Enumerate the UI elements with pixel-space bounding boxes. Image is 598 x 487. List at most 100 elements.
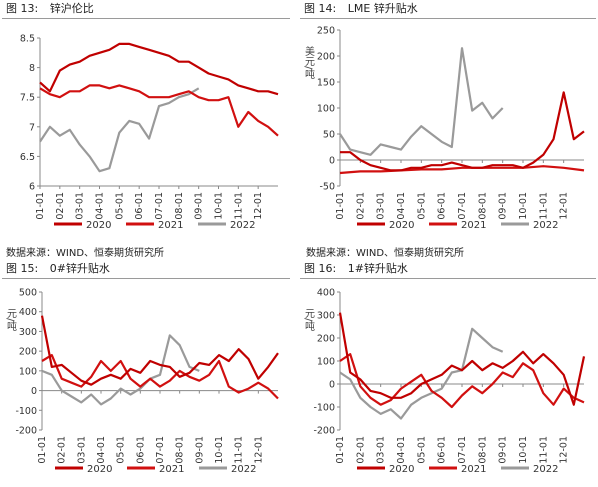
x-tick-label: 05-01 bbox=[116, 436, 127, 464]
x-tick-label: 11-01 bbox=[538, 436, 549, 464]
x-tick-label: 10-01 bbox=[214, 192, 225, 220]
x-tick-label: 12-01 bbox=[559, 192, 570, 220]
y-tick-label: 7.5 bbox=[20, 93, 35, 104]
x-tick-label: 10-01 bbox=[214, 436, 225, 464]
x-tick-label: 01-01 bbox=[335, 192, 346, 220]
x-tick-label: 04-01 bbox=[396, 436, 407, 464]
y-tick-label: -200 bbox=[313, 426, 335, 437]
x-tick-label: 03-01 bbox=[76, 436, 87, 464]
figure-title: 0#锌升贴水 bbox=[49, 262, 110, 275]
y-tick-label: 250 bbox=[317, 26, 335, 37]
chart-zinc0-premium: -200 -100 0 100 200 300 400 500 01-01 02-01 03-01 0… bbox=[5, 288, 279, 475]
y-axis-label: 元/吨 bbox=[303, 308, 315, 331]
series-line-2022 bbox=[339, 327, 504, 420]
x-tick-label: 11-01 bbox=[234, 436, 245, 464]
series-line-2022 bbox=[39, 87, 200, 173]
chart-zinc-ratio: 6 6.5 7 7.5 8 8.5 01-01 02-01 03-01 04-01 05-01 06-… bbox=[20, 34, 279, 231]
y-tick-label: 200 bbox=[317, 334, 335, 345]
y-tick-label: 300 bbox=[317, 311, 335, 322]
x-tick-label: 11-01 bbox=[538, 192, 549, 220]
x-tick-label: 02-01 bbox=[57, 436, 68, 464]
y-tick-label: 200 bbox=[317, 52, 335, 63]
source-note: 数据来源：WIND、恒泰期货研究所 bbox=[6, 248, 165, 259]
series-line-2021 bbox=[339, 165, 585, 175]
y-tick-label: 150 bbox=[317, 78, 335, 89]
x-tick-label: 07-01 bbox=[155, 436, 166, 464]
legend-label-2022: 2022 bbox=[533, 464, 558, 475]
x-tick-label: 08-01 bbox=[477, 192, 488, 220]
y-tick-label: 6.5 bbox=[20, 152, 35, 163]
x-tick-label: 04-01 bbox=[396, 192, 407, 220]
x-tick-label: 06-01 bbox=[134, 192, 145, 220]
x-tick-label: 09-01 bbox=[194, 436, 205, 464]
figure-number: 图 14: bbox=[304, 2, 337, 15]
chart-lme-premium: -50 0 50 100 150 200 250 01-01 02-01 03-01 04-01 05… bbox=[303, 26, 585, 231]
y-tick-label: 7 bbox=[29, 122, 35, 133]
x-tick-label: 12-01 bbox=[253, 436, 264, 464]
y-tick-label: 500 bbox=[19, 288, 37, 299]
x-tick-label: 10-01 bbox=[518, 192, 529, 220]
y-tick-label: -50 bbox=[319, 182, 335, 193]
panel-title: 图 15: 0#锌升贴水 bbox=[2, 260, 290, 279]
y-axis-label: 美元/吨 bbox=[303, 45, 315, 80]
y-tick-label: 50 bbox=[323, 130, 335, 141]
panel-title: 图 16: 1#锌升贴水 bbox=[300, 260, 596, 279]
legend-label-2021: 2021 bbox=[461, 464, 486, 475]
series-line-2020 bbox=[340, 91, 585, 172]
legend-label-2020: 2020 bbox=[87, 464, 112, 475]
y-tick-label: 200 bbox=[19, 347, 37, 358]
x-tick-label: 10-01 bbox=[518, 436, 529, 464]
y-tick-label: 100 bbox=[19, 366, 37, 377]
x-tick-label: 09-01 bbox=[194, 192, 205, 220]
series-line-2021 bbox=[339, 352, 585, 409]
y-axis-label: 元/吨 bbox=[5, 308, 17, 331]
x-tick-label: 02-01 bbox=[355, 192, 366, 220]
x-tick-label: 07-01 bbox=[154, 192, 165, 220]
series-line-2020 bbox=[338, 312, 586, 406]
y-tick-label: 8.5 bbox=[20, 34, 35, 45]
panel-title: 图 14: LME 锌升贴水 bbox=[300, 0, 596, 19]
figure-title: 1#锌升贴水 bbox=[347, 262, 408, 275]
x-tick-label: 04-01 bbox=[95, 192, 106, 220]
x-tick-label: 08-01 bbox=[174, 192, 185, 220]
x-tick-label: 08-01 bbox=[175, 436, 186, 464]
x-tick-label: 06-01 bbox=[437, 192, 448, 220]
x-tick-label: 08-01 bbox=[477, 436, 488, 464]
y-tick-label: 100 bbox=[317, 104, 335, 115]
x-tick-label: 09-01 bbox=[498, 436, 509, 464]
x-tick-label: 02-01 bbox=[55, 192, 66, 220]
x-tick-label: 07-01 bbox=[457, 192, 468, 220]
legend-label-2022: 2022 bbox=[533, 220, 558, 231]
y-tick-label: 6 bbox=[29, 182, 35, 193]
panel-title: 图 13: 锌沪伦比 bbox=[2, 0, 290, 19]
series-line-2020 bbox=[39, 42, 279, 96]
chart-zinc1-premium: -200 -100 0 100 200 300 400 01-01 02-01 03-01 04-0… bbox=[303, 288, 586, 475]
figure-number: 图 16: bbox=[304, 262, 337, 275]
y-tick-label: 400 bbox=[19, 307, 37, 318]
y-tick-label: 8 bbox=[29, 63, 35, 74]
series-line-2020 bbox=[40, 315, 279, 386]
panel-zinc1-premium: 图 16: 1#锌升贴水 -200 -100 0 100 200 300 400 01-01 0… bbox=[300, 260, 596, 486]
series-line-2021 bbox=[41, 353, 279, 400]
x-tick-label: 04-01 bbox=[96, 436, 107, 464]
x-tick-label: 06-01 bbox=[135, 436, 146, 464]
legend-label-2020: 2020 bbox=[389, 464, 414, 475]
legend-label-2021: 2021 bbox=[159, 464, 184, 475]
y-tick-label: 0 bbox=[31, 386, 37, 397]
figure-number: 图 15: bbox=[6, 262, 39, 275]
x-tick-label: 01-01 bbox=[35, 192, 46, 220]
panel-zinc0-premium: 图 15: 0#锌升贴水 -200 -100 0 100 200 300 400 500 01-… bbox=[2, 260, 290, 486]
x-tick-label: 03-01 bbox=[376, 436, 387, 464]
y-tick-label: 100 bbox=[317, 357, 335, 368]
x-tick-label: 05-01 bbox=[416, 192, 427, 220]
y-tick-label: -100 bbox=[15, 406, 37, 417]
legend-label-2020: 2020 bbox=[389, 220, 414, 231]
x-tick-label: 03-01 bbox=[75, 192, 86, 220]
legend-label-2020: 2020 bbox=[86, 220, 111, 231]
series-line-2022 bbox=[339, 47, 504, 156]
y-tick-label: -200 bbox=[15, 426, 37, 437]
x-tick-label: 11-01 bbox=[233, 192, 244, 220]
x-tick-label: 09-01 bbox=[498, 192, 509, 220]
x-tick-label: 05-01 bbox=[114, 192, 125, 220]
legend-label-2022: 2022 bbox=[231, 464, 256, 475]
